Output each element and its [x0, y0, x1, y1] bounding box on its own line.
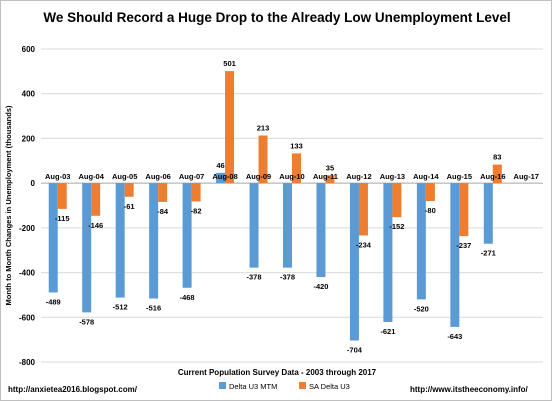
x-tick-label: Aug-06 — [145, 172, 170, 181]
data-label: 213 — [257, 124, 270, 133]
bar-delta-u3-mtm — [149, 183, 159, 299]
data-label: -80 — [425, 206, 436, 215]
bar-delta-u3-mtm — [450, 183, 460, 327]
y-tick-label: 600 — [22, 45, 36, 54]
data-label: -512 — [113, 303, 128, 312]
bar-sa-delta-u3 — [124, 183, 134, 197]
data-label: -516 — [146, 304, 161, 313]
bar-delta-u3-mtm — [115, 183, 125, 298]
x-tick-label: Aug-13 — [380, 172, 405, 181]
bar-sa-delta-u3 — [292, 153, 301, 184]
bar-delta-u3-mtm — [483, 183, 493, 244]
bar-delta-u3-mtm — [349, 183, 359, 341]
x-tick-label: Aug-08 — [212, 172, 237, 181]
data-label: -489 — [46, 297, 61, 306]
bar-delta-u3-mtm — [383, 183, 393, 322]
x-tick-label: Aug-05 — [112, 172, 137, 181]
y-axis-label: Month to Month Changes in Unemployment (… — [4, 105, 13, 305]
bar-sa-delta-u3 — [191, 183, 201, 202]
data-label: -237 — [456, 241, 471, 250]
bar-delta-u3-mtm — [82, 183, 92, 313]
x-tick-label: Aug-04 — [78, 172, 104, 181]
y-tick-label: -200 — [19, 224, 36, 233]
data-label: -643 — [447, 332, 462, 341]
data-label: -378 — [280, 273, 295, 282]
legend-label: Delta U3 MTM — [229, 382, 277, 391]
bar-delta-u3-mtm — [182, 183, 192, 288]
data-label: -234 — [356, 240, 372, 249]
x-tick-label: Aug-16 — [480, 172, 505, 181]
x-tick-label: Aug-17 — [514, 172, 539, 181]
bar-delta-u3-mtm — [48, 183, 58, 293]
data-label: -82 — [191, 206, 202, 215]
bar-sa-delta-u3 — [392, 183, 402, 218]
legend-swatch — [219, 382, 226, 389]
data-label: -420 — [313, 282, 328, 291]
legend-swatch — [299, 382, 306, 389]
x-axis-label: Current Population Survey Data - 2003 th… — [178, 368, 377, 377]
bar-sa-delta-u3 — [358, 183, 368, 236]
x-tick-label: Aug-03 — [45, 172, 70, 181]
data-label: -152 — [389, 222, 404, 231]
bar-sa-delta-u3 — [425, 183, 435, 202]
footer-right-url: http://www.itstheeconomy.info/ — [410, 385, 528, 394]
x-tick-label: Aug-15 — [447, 172, 472, 181]
y-tick-label: -800 — [19, 358, 36, 367]
x-tick-label: Aug-10 — [279, 172, 304, 181]
data-label: 83 — [493, 153, 501, 162]
bar-delta-u3-mtm — [249, 183, 259, 268]
data-label: 46 — [216, 161, 224, 170]
bar-sa-delta-u3 — [158, 183, 168, 202]
bar-sa-delta-u3 — [325, 175, 335, 184]
y-tick-label: 200 — [22, 134, 36, 143]
x-tick-label: Aug-07 — [179, 172, 204, 181]
bar-delta-u3-mtm — [316, 183, 326, 278]
y-tick-label: -600 — [19, 313, 36, 322]
data-label: -621 — [380, 327, 395, 336]
data-label: -146 — [88, 221, 103, 230]
data-label: -115 — [55, 214, 70, 223]
x-tick-label: Aug-12 — [346, 172, 371, 181]
bar-delta-u3-mtm — [416, 183, 426, 300]
data-label: -578 — [79, 317, 94, 326]
x-tick-label: Aug-09 — [246, 172, 271, 181]
data-label: -84 — [157, 207, 169, 216]
data-label: -271 — [481, 249, 496, 258]
data-label: 35 — [326, 163, 334, 172]
y-tick-label: 0 — [31, 179, 36, 188]
data-label: -468 — [180, 293, 195, 302]
data-label: 133 — [290, 141, 303, 150]
x-tick-label: Aug-14 — [413, 172, 439, 181]
bar-sa-delta-u3 — [225, 71, 235, 184]
chart-title: We Should Record a Huge Drop to the Alre… — [43, 10, 510, 25]
data-label: -61 — [124, 202, 135, 211]
bar-delta-u3-mtm — [216, 172, 226, 184]
bar-sa-delta-u3 — [459, 183, 469, 237]
y-tick-label: -400 — [19, 269, 36, 278]
y-tick-label: 400 — [22, 90, 36, 99]
bar-sa-delta-u3 — [91, 183, 101, 216]
data-label: -378 — [247, 273, 262, 282]
x-tick-label: Aug-11 — [313, 172, 338, 181]
bar-sa-delta-u3 — [492, 164, 502, 184]
bar-sa-delta-u3 — [57, 183, 67, 209]
data-label: -704 — [347, 346, 363, 355]
legend-label: SA Delta U3 — [309, 382, 350, 391]
bar-sa-delta-u3 — [258, 135, 268, 184]
data-label: -520 — [414, 304, 429, 313]
bar-delta-u3-mtm — [283, 183, 292, 268]
data-label: 501 — [223, 59, 236, 68]
footer-left-url: http://anxietea2016.blogspot.com/ — [8, 385, 137, 394]
